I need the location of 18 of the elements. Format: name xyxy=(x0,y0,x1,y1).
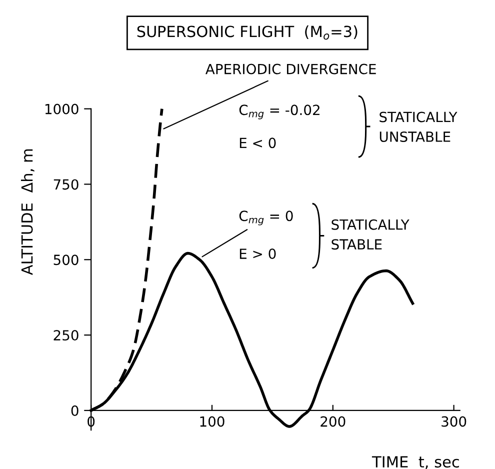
annotation: C$_{mg}$ = 0 xyxy=(239,210,293,226)
annotation: C$_{mg}$ = -0.02 xyxy=(239,104,320,120)
chart-title: SUPERSONIC FLIGHT (M$_{o}$=3) xyxy=(137,25,358,40)
annotation: E > 0 xyxy=(240,248,276,260)
y-tick-label: 0 xyxy=(71,405,78,416)
y-tick-label: 500 xyxy=(54,254,78,266)
x-axis-title: TIME t, sec xyxy=(372,456,459,469)
y-axis-title: ALTITUDE Δh, m xyxy=(20,149,34,276)
x-tick-label: 200 xyxy=(320,416,346,427)
annotation: APERIODIC DIVERGENCE xyxy=(206,64,376,74)
x-tick-label: 100 xyxy=(200,416,224,427)
x-tick-label: 300 xyxy=(442,416,466,427)
annotation: STATICALLY STABLE xyxy=(332,219,410,250)
annotation: STATICALLY UNSTABLE xyxy=(380,112,458,142)
y-tick-label: 750 xyxy=(54,179,78,190)
annotation: E < 0 xyxy=(240,138,276,148)
y-tick-label: 1000 xyxy=(45,104,78,114)
y-tick-label: 250 xyxy=(54,330,78,341)
